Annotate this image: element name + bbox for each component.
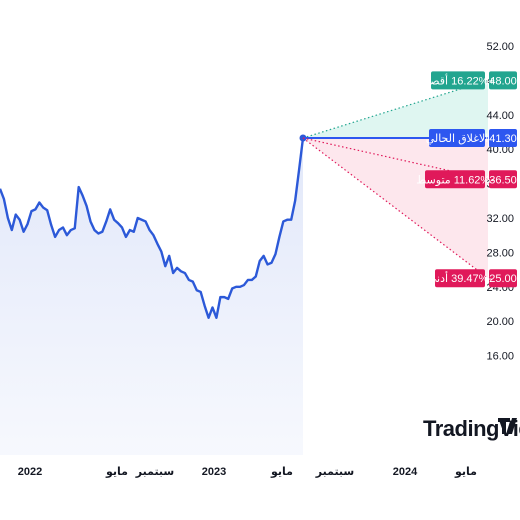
price-area-fill	[0, 138, 303, 455]
y-tick-label: 52.00	[486, 41, 514, 53]
forecast-label-text: الاغلاق الحالي	[426, 133, 489, 145]
forecast-value-text: 41.30	[489, 133, 517, 145]
x-tick-label: مايو	[454, 466, 477, 478]
price-area	[0, 138, 303, 455]
forecast-line	[302, 79, 489, 139]
tradingview-logo-icon	[498, 418, 517, 434]
forecast-value-text: 36.50	[489, 174, 517, 186]
forecast-label-badge	[429, 129, 485, 148]
x-tick-label: مايو	[270, 466, 293, 478]
forecast-label-text: +16.22% أقصى	[421, 73, 495, 87]
forecast-value-badge	[489, 71, 517, 90]
forecast-label-badge	[425, 170, 485, 189]
forecast-label-text: -11.62% متوسط	[416, 174, 494, 186]
y-tick-label: 16.00	[486, 351, 514, 363]
y-tick-label: 20.00	[486, 316, 514, 328]
forecast-value-badge	[489, 129, 517, 148]
forecast-value-text: 48.00	[489, 75, 517, 87]
x-tick-label: 2022	[18, 466, 42, 478]
x-axis: 2022 مايو سبتمبر 2023 مايو سبتمبر 2024 مايو	[18, 466, 477, 478]
forecast-value-badge	[489, 269, 517, 288]
price-line	[0, 137, 305, 319]
forecast-label-badge	[435, 269, 485, 288]
forecast-value-badge	[489, 170, 517, 189]
x-tick-label: مايو	[105, 466, 128, 478]
y-tick-label: 32.00	[486, 213, 514, 225]
forecast-label-text: -39.47% أدنى	[428, 271, 493, 285]
forecast-label-badge	[431, 71, 485, 90]
forecast-line	[302, 137, 489, 279]
x-tick-label: 2023	[202, 466, 226, 478]
x-tick-label: سبتمبر	[315, 466, 355, 478]
y-tick-label: 44.00	[486, 110, 514, 122]
x-tick-label: سبتمبر	[135, 466, 175, 478]
x-tick-label: 2024	[393, 466, 418, 478]
y-tick-label: 40.00	[486, 144, 514, 156]
forecast-value-text: 25.00	[489, 273, 517, 285]
y-tick-label: 28.00	[486, 247, 514, 259]
tradingview-logo: TradingView	[423, 416, 520, 441]
